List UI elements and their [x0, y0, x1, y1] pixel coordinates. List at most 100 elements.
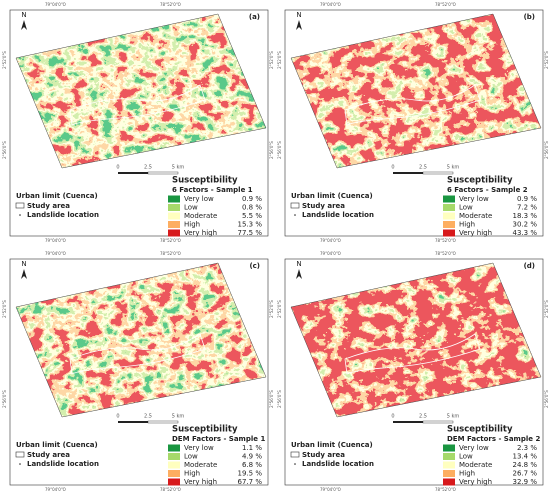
- coord-label: 2°52'0"S: [269, 300, 274, 318]
- legend-percentage: 4.9 %: [242, 453, 262, 461]
- legend-swatch: [443, 478, 455, 486]
- scale-label: 0: [116, 165, 119, 171]
- coord-label: 79°04'0"O: [45, 238, 66, 243]
- legend-item: Urban limit (Cuenca): [16, 192, 98, 200]
- legend-percentage: 24.8 %: [513, 461, 538, 469]
- map-frame: [9, 9, 269, 237]
- legend-class: Very low: [184, 444, 214, 452]
- legend-item: Landslide location: [302, 211, 374, 219]
- scale-label: 5 km: [172, 165, 185, 171]
- coord-label: 79°04'0"O: [320, 2, 341, 7]
- legend-swatch: [443, 204, 455, 211]
- coord-label: 2°52'0"S: [2, 300, 7, 318]
- coord-label: 79°04'0"O: [320, 238, 341, 243]
- legend-class: Very high: [184, 478, 217, 486]
- legend-class: Moderate: [184, 461, 217, 469]
- coord-label: 2°52'0"S: [277, 51, 282, 69]
- scale-label: 2.5: [419, 165, 427, 171]
- legend-swatch: [443, 461, 455, 469]
- legend-item: Landslide location: [27, 211, 99, 219]
- legend-class: Very high: [184, 229, 217, 237]
- urban-limit: [344, 333, 481, 375]
- legend-percentage: 0.9 %: [517, 195, 537, 203]
- susceptibility-raster: [291, 14, 541, 168]
- legend-class: High: [459, 221, 475, 229]
- coord-label: 2°56'0"S: [277, 390, 282, 408]
- legend-swatch: [443, 221, 455, 228]
- coord-label: 78°52'0"O: [435, 251, 456, 256]
- legend-symbol: [290, 202, 300, 209]
- legend-class: High: [184, 470, 200, 478]
- scale-bar: [118, 172, 148, 174]
- legend-class: Very high: [459, 478, 492, 486]
- urban-limit: [344, 84, 481, 126]
- scale-label: 0: [391, 414, 394, 420]
- legend-item: Landslide location: [27, 460, 99, 468]
- legend-class: Very low: [459, 195, 489, 203]
- coord-label: 2°52'0"S: [544, 51, 549, 69]
- scale-label: 5 km: [172, 414, 185, 420]
- scale-label: 2.5: [144, 165, 152, 171]
- susceptibility-raster: [291, 263, 541, 417]
- legend-symbol: [19, 214, 21, 216]
- scale-bar: [422, 171, 454, 175]
- scale-bar: [422, 420, 454, 424]
- scale-bar: [393, 172, 423, 174]
- scale-bar: [393, 421, 423, 423]
- legend-title: Susceptibility: [172, 425, 238, 435]
- scale-bar: [147, 171, 179, 175]
- legend-class: Low: [184, 204, 198, 212]
- coord-label: 2°56'0"S: [544, 390, 549, 408]
- legend-percentage: 2.3 %: [517, 444, 537, 452]
- coord-label: 2°56'0"S: [2, 390, 7, 408]
- legend-percentage: 0.8 %: [242, 204, 262, 212]
- legend-symbol: [294, 463, 296, 465]
- legend-subtitle: DEM Factors - Sample 1: [172, 435, 265, 443]
- legend-percentage: 6.8 %: [242, 461, 262, 469]
- coord-label: 2°56'0"S: [2, 141, 7, 159]
- legend-symbol: [15, 202, 25, 209]
- north-arrow: [21, 269, 27, 279]
- scale-label: 5 km: [447, 414, 460, 420]
- scale-bar: [147, 420, 179, 424]
- legend-symbol: [290, 451, 300, 458]
- map-panel: 79°04'0"O 79°04'0"O 78°52'0"O 78°52'0"O 2°52…: [2, 2, 274, 243]
- legend-percentage: 13.4 %: [513, 453, 538, 461]
- legend-swatch: [168, 444, 180, 452]
- map-frame: [284, 9, 544, 237]
- legend-percentage: 7.2 %: [517, 204, 537, 212]
- legend-swatch: [443, 453, 455, 460]
- panel-label: (b): [524, 13, 535, 21]
- legend-swatch: [168, 212, 180, 220]
- north-label: N: [21, 260, 26, 268]
- map-frame: [284, 258, 544, 486]
- legend-class: Very low: [459, 444, 489, 452]
- coord-label: 2°56'0"S: [269, 390, 274, 408]
- legend-swatch: [168, 470, 180, 477]
- legend-title: Susceptibility: [447, 425, 513, 435]
- north-label: N: [21, 11, 26, 19]
- legend-class: High: [184, 221, 200, 229]
- legend-swatch: [443, 470, 455, 477]
- coord-label: 78°52'0"O: [435, 238, 456, 243]
- legend-swatch: [168, 461, 180, 469]
- legend-item: Urban limit (Cuenca): [291, 441, 373, 449]
- legend-subtitle: DEM Factors - Sample 2: [447, 435, 540, 443]
- coord-label: 2°56'0"S: [269, 141, 274, 159]
- legend-class: High: [459, 470, 475, 478]
- study-area-outline: [290, 13, 542, 169]
- legend-swatch: [443, 212, 455, 220]
- coord-label: 78°52'0"O: [435, 487, 456, 492]
- legend-class: Moderate: [459, 461, 492, 469]
- legend-swatch: [443, 229, 455, 237]
- map-frame: [9, 258, 269, 486]
- legend-symbol: [19, 463, 21, 465]
- legend-percentage: 43.3 %: [513, 229, 538, 237]
- scale-bar: [118, 421, 148, 423]
- legend-percentage: 0.9 %: [242, 195, 262, 203]
- coord-label: 78°52'0"O: [160, 2, 181, 7]
- coord-label: 2°56'0"S: [277, 141, 282, 159]
- coord-label: 2°52'0"S: [269, 51, 274, 69]
- coord-label: 79°04'0"O: [45, 2, 66, 7]
